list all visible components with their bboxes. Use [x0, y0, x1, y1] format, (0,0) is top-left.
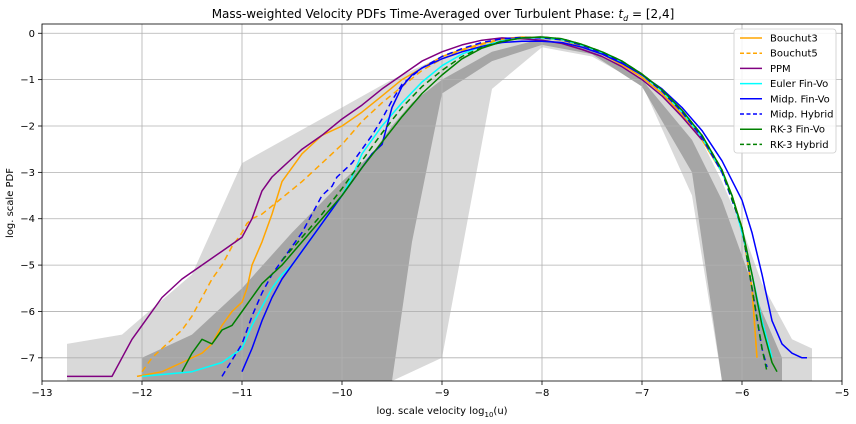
legend-label-bouchut3: Bouchut3	[770, 34, 818, 45]
title-suffix: = [2,4]	[628, 7, 674, 21]
series-line-midp-hybrid	[221, 36, 768, 377]
legend-label-euler-fin-vo: Euler Fin-Vo	[770, 79, 828, 90]
x-tick-label: −11	[231, 388, 252, 399]
y-tick-label: −4	[20, 214, 35, 225]
x-axis-label: log. scale velocity log10(u)	[376, 406, 507, 419]
series-layer	[67, 36, 807, 378]
legend-label-midp-hybrid: Midp. Hybrid	[770, 110, 833, 121]
xlabel-suffix: (u)	[493, 406, 507, 417]
legend-label-rk-3-hybrid: RK-3 Hybrid	[770, 140, 829, 151]
series-line-ppm	[67, 37, 703, 378]
xlabel-prefix: log. scale velocity log	[376, 406, 484, 417]
title-prefix: Mass-weighted Velocity PDFs Time-Average…	[212, 7, 619, 21]
title-var: t	[618, 7, 624, 21]
y-tick-label: 0	[29, 29, 35, 40]
x-tick-label: −12	[131, 388, 152, 399]
title-sub: d	[623, 14, 629, 23]
x-tick-label: −5	[835, 388, 850, 399]
chart-title: Mass-weighted Velocity PDFs Time-Average…	[212, 7, 675, 23]
legend-label-bouchut5: Bouchut5	[770, 49, 818, 60]
series-line-midp-fin-vo	[241, 40, 807, 372]
xlabel-sub: 10	[485, 411, 494, 419]
legend-box	[733, 28, 837, 154]
y-axis-ticks: 0 −1 −2 −3 −4 −5 −6 −7	[20, 29, 42, 364]
legend-label-rk-3-fin-vo: RK-3 Fin-Vo	[770, 125, 825, 136]
x-tick-label: −8	[535, 388, 550, 399]
y-axis-label: log. scale PDF	[5, 168, 16, 238]
x-tick-label: −10	[331, 388, 352, 399]
x-tick-label: −6	[735, 388, 750, 399]
legend-label-midp-fin-vo: Midp. Fin-Vo	[770, 94, 830, 105]
legend-items: Bouchut3 Bouchut5 PPM Euler Fin-Vo Midp. Fin…	[740, 34, 833, 151]
x-tick-label: −13	[31, 388, 52, 399]
y-tick-label: −5	[20, 261, 35, 272]
y-tick-label: −3	[20, 168, 35, 179]
y-tick-label: −1	[20, 75, 35, 86]
x-tick-label: −9	[435, 388, 450, 399]
x-tick-label: −7	[635, 388, 650, 399]
spread-band-2	[142, 38, 782, 381]
series-line-bouchut3	[136, 36, 758, 378]
x-axis-ticks: −13 −12 −11 −10 −9 −8 −7 −6 −5	[31, 381, 849, 399]
y-tick-label: −2	[20, 122, 35, 133]
legend: Bouchut3 Bouchut5 PPM Euler Fin-Vo Midp. Fin…	[733, 28, 837, 154]
legend-label-ppm: PPM	[770, 64, 791, 75]
y-tick-label: −7	[20, 353, 35, 364]
y-tick-label: −6	[20, 307, 35, 318]
